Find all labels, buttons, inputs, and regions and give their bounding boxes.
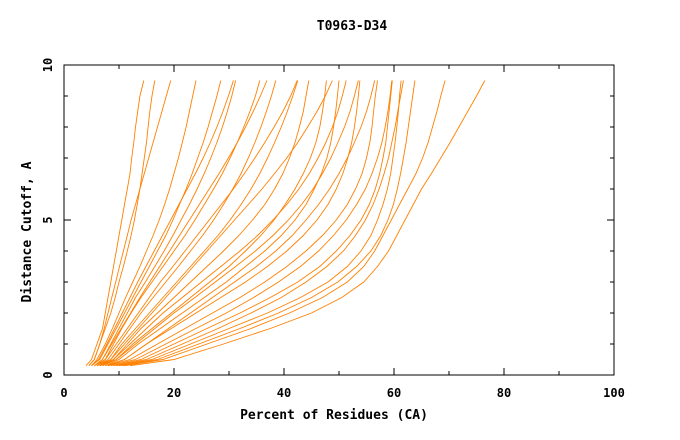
series-line-2 [88,80,156,366]
series-line-5 [94,80,237,367]
series-line-26 [88,80,172,366]
series-line-7 [96,80,277,367]
x-tick-label: 80 [497,386,511,400]
series-line-14 [113,80,393,367]
series-line-27 [91,80,234,367]
x-tick-label: 20 [167,386,181,400]
series-line-15 [118,80,402,367]
series-line-8 [99,80,299,367]
plot-frame [63,64,615,376]
series-line-21 [99,80,347,367]
x-tick-label: 100 [603,386,625,400]
series-line-13 [107,80,378,367]
series-line-22 [110,80,393,367]
series-line-12 [107,80,361,367]
series-line-4 [91,80,222,367]
series-line-25 [99,80,359,367]
series-line-20 [105,80,376,367]
y-tick-label: 10 [41,58,55,72]
series-line-3 [91,80,197,366]
series-line-6 [96,80,261,367]
series-line-19 [94,80,298,367]
y-axis-label: Distance Cutoff, A [20,161,35,302]
series-line-17 [129,80,486,367]
x-tick-label: 60 [387,386,401,400]
series-line-24 [94,80,268,367]
series-line-11 [105,80,340,367]
series-layer [85,80,486,367]
series-line-23 [116,80,404,367]
series-line-1 [85,80,145,366]
series-line-9 [102,80,310,367]
x-tick-label: 0 [60,386,67,400]
series-line-10 [102,80,327,367]
y-tick-label: 5 [41,216,55,223]
series-line-28 [121,80,416,367]
x-tick-label: 40 [277,386,291,400]
series-line-18 [96,80,333,367]
x-axis-label: Percent of Residues (CA) [240,408,428,423]
y-tick-label: 0 [41,371,55,378]
series-line-16 [124,80,446,367]
chart-title: T0963-D34 [317,19,388,34]
